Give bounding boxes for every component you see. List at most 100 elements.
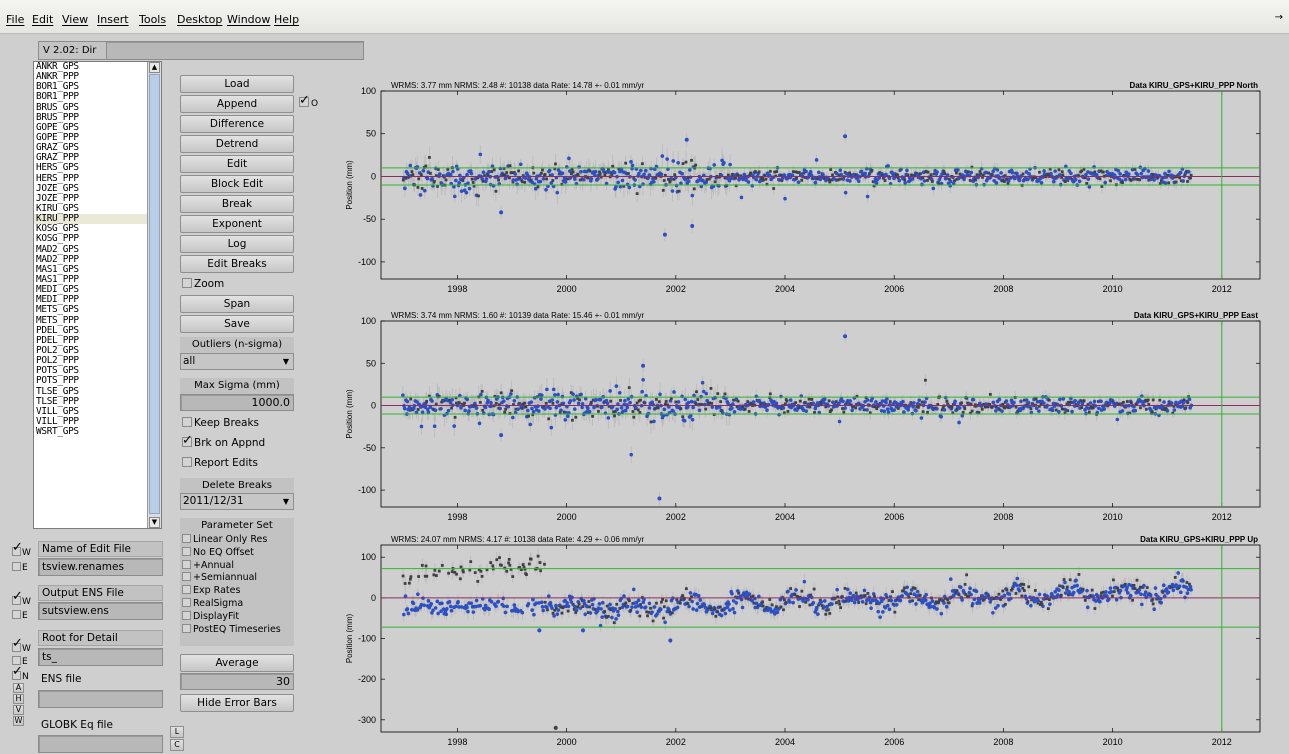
output-ens-w-toggle[interactable]: W [12,592,31,607]
output-ens-e-toggle[interactable]: E [12,610,28,621]
e-checkbox[interactable] [12,610,21,619]
station-list-item[interactable]: METS_GPS [36,305,79,316]
log-button[interactable]: Log [180,235,294,253]
keep-breaks-checkbox[interactable] [182,417,192,427]
param-checkbox[interactable] [182,534,191,543]
detrend-button[interactable]: Detrend [180,135,294,153]
station-list-item[interactable]: JOZE_GPS [36,183,79,194]
globk-eq-input[interactable] [38,735,163,753]
keep-breaks-toggle[interactable]: Keep Breaks [182,415,259,431]
station-list-item[interactable]: GOPE_PPP [36,132,79,143]
zoom-checkbox[interactable] [182,278,192,288]
menu-edit[interactable]: Edit [32,13,54,26]
param-checkbox[interactable] [182,559,191,569]
station-list-item[interactable]: MAS1_PPP [36,274,79,285]
globk-l-button[interactable]: L [170,726,184,738]
station-list-item[interactable]: POTS_PPP [36,376,79,387]
menu-file[interactable]: File [6,13,25,26]
station-list-item[interactable]: ANKR_PPP [36,72,79,83]
root-detail-input[interactable]: ts_ [38,648,163,666]
station-list-item[interactable]: KOSG_PPP [36,234,79,245]
station-list-item[interactable]: WSRT_GPS [36,427,79,438]
plot-north-svg[interactable]: WRMS: 3.77 mm NRMS: 2.48 #: 10138 data R… [340,79,1266,304]
param-linear-only-res[interactable]: Linear Only Res [180,534,294,547]
station-list-item[interactable]: KIRU_GPS [36,203,79,214]
param-checkbox[interactable] [182,546,191,556]
scroll-up-icon[interactable]: ▲ [149,62,160,73]
station-list-item[interactable]: GRAZ_GPS [36,143,79,154]
max-sigma-input[interactable]: 1000.0 [180,394,294,411]
break-button[interactable]: Break [180,195,294,213]
n-checkbox[interactable] [12,667,23,680]
ens-v-button[interactable]: V [13,705,24,715]
block-edit-button[interactable]: Block Edit [180,175,294,193]
ens-file-input[interactable] [38,690,163,708]
span-button[interactable]: Span [180,295,294,313]
root-detail-w-toggle[interactable]: W [12,639,31,654]
append-button[interactable]: Append [180,95,294,113]
station-list-item[interactable]: HERS_GPS [36,163,79,174]
param-posteq-timeseries[interactable]: PostEQ Timeseries [180,623,294,637]
w-checkbox[interactable] [12,543,23,556]
station-list-item[interactable]: KOSG_GPS [36,224,79,235]
station-list-item[interactable]: ANKR_GPS [36,62,79,72]
station-list-item[interactable]: MEDI_PPP [36,295,79,306]
station-list-item[interactable]: BOR1_GPS [36,82,79,93]
menu-tools[interactable]: Tools [139,13,167,26]
param-real-sigma[interactable]: RealSigma [180,597,294,611]
station-list-item[interactable]: KIRU_PPP [34,214,148,225]
scroll-thumb[interactable] [149,74,160,514]
menu-help[interactable]: Help [274,13,300,26]
station-list-item[interactable]: TLSE_GPS [36,386,79,397]
station-list-item[interactable]: HERS_PPP [36,173,79,184]
ens-h-button[interactable]: H [13,694,24,704]
directory-field[interactable]: V 2.02: Dir [38,41,364,60]
difference-button[interactable]: Difference [180,115,294,133]
station-list-item[interactable]: JOZE_PPP [36,193,79,204]
station-list-item[interactable]: BOR1_PPP [36,92,79,103]
zoom-toggle[interactable]: Zoom [182,276,224,292]
menu-window[interactable]: Window [227,13,271,26]
dock-arrow-icon[interactable]: → [1274,12,1283,23]
w-checkbox[interactable] [12,639,23,652]
station-list-item[interactable]: PDEL_GPS [36,325,79,336]
param-checkbox[interactable] [182,610,191,620]
station-list-item[interactable]: METS_PPP [36,315,79,326]
station-list-item[interactable]: POL2_GPS [36,345,79,356]
e-checkbox[interactable] [12,562,21,571]
save-button[interactable]: Save [180,315,294,333]
w-checkbox[interactable] [12,592,23,605]
param-checkbox[interactable] [182,597,191,607]
station-list[interactable]: ANKR_GPS ANKR_PPP BOR1_GPS BOR1_PPP BRUS_GPS… [33,61,162,529]
param-annual[interactable]: +Annual [180,559,294,573]
delete-breaks-select[interactable]: 2011/12/31 ▼ [180,493,294,510]
brk-on-appnd-checkbox[interactable] [182,433,193,449]
param-semiannual[interactable]: +Semiannual [180,572,294,585]
station-list-item[interactable]: POTS_GPS [36,366,79,377]
globk-c-button[interactable]: C [170,739,184,751]
average-button[interactable]: Average [180,654,294,672]
exponent-button[interactable]: Exponent [180,215,294,233]
menu-desktop[interactable]: Desktop [177,13,223,26]
station-list-item[interactable]: BRUS_GPS [36,102,79,113]
param-checkbox[interactable] [182,585,191,595]
output-ens-input[interactable]: sutsview.ens [38,602,163,620]
brk-on-appnd-toggle[interactable]: Brk on Appnd [182,433,265,451]
station-list-item[interactable]: MAS1_GPS [36,264,79,275]
append-option[interactable]: O [299,93,318,112]
menu-view[interactable]: View [62,13,89,26]
edit-file-w-toggle[interactable]: W [12,543,31,558]
plot-up-svg[interactable]: WRMS: 24.07 mm NRMS: 4.17 #: 10138 data … [340,536,1266,754]
list-scrollbar[interactable]: ▲ ▼ [147,62,161,528]
ens-n-toggle[interactable]: N [12,667,29,682]
station-list-item[interactable]: BRUS_PPP [36,112,79,123]
station-list-item[interactable]: MAD2_PPP [36,254,79,265]
edit-breaks-button[interactable]: Edit Breaks [180,255,294,273]
param-no-eq-offset[interactable]: No EQ Offset [180,546,294,560]
station-list-item[interactable]: POL2_PPP [36,356,79,367]
hide-error-bars-button[interactable]: Hide Error Bars [180,694,294,712]
station-list-item[interactable]: MAD2_GPS [36,244,79,255]
station-list-item[interactable]: VILL_GPS [36,406,79,417]
station-list-item[interactable]: PDEL_PPP [36,335,79,346]
report-edits-toggle[interactable]: Report Edits [182,455,258,471]
